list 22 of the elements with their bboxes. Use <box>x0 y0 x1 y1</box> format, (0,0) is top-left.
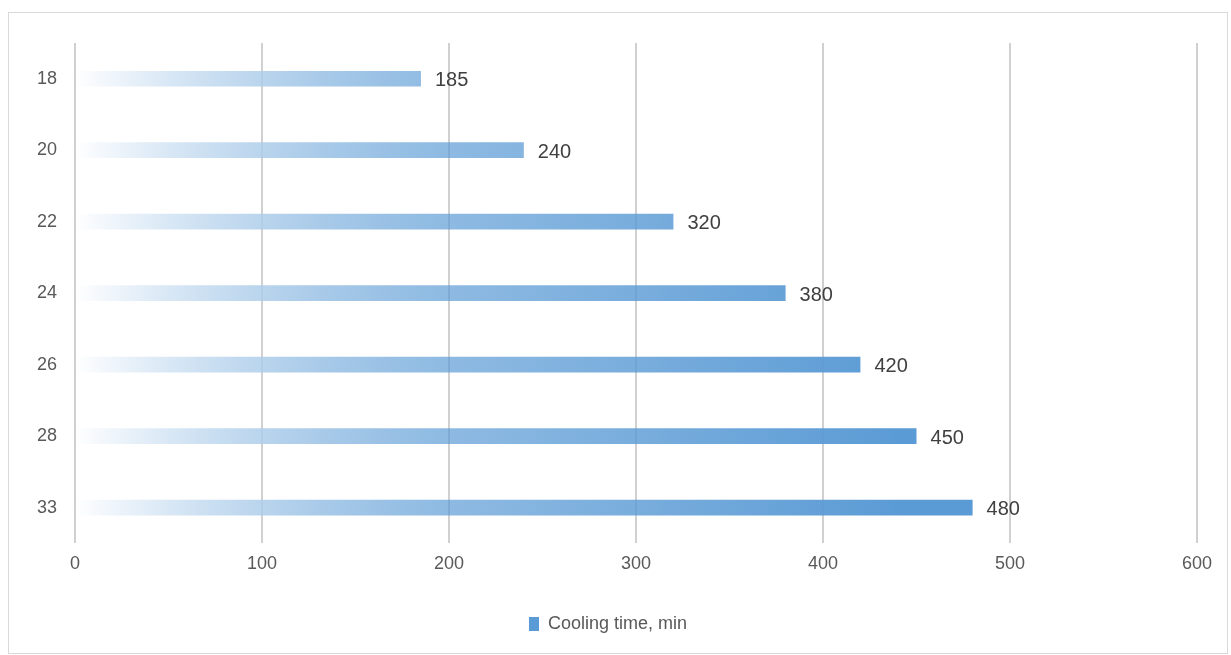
data-label: 450 <box>930 425 964 448</box>
data-label: 320 <box>687 211 721 234</box>
y-tick-label: 22 <box>36 210 58 231</box>
data-label: 380 <box>799 282 833 305</box>
data-label: 480 <box>986 497 1020 520</box>
data-label: 420 <box>874 354 908 377</box>
y-tick-label: 26 <box>36 353 58 374</box>
y-tick-label: 33 <box>36 496 58 517</box>
x-tick-label: 200 <box>433 553 465 574</box>
x-tick-label: 0 <box>70 553 81 574</box>
y-tick-label: 18 <box>36 67 58 88</box>
y-tick-label: 24 <box>36 282 58 303</box>
x-tick-label: 100 <box>246 553 278 574</box>
x-tick-label: 400 <box>807 553 839 574</box>
data-label: 240 <box>537 139 572 162</box>
legend-label: Cooling time, min <box>547 612 688 633</box>
x-tick-label: 300 <box>620 553 652 574</box>
data-label: 185 <box>434 68 469 91</box>
x-tick-label: 500 <box>994 553 1026 574</box>
x-tick-label: 600 <box>1181 553 1213 574</box>
y-tick-label: 28 <box>36 425 58 446</box>
y-tick-label: 20 <box>36 139 58 160</box>
